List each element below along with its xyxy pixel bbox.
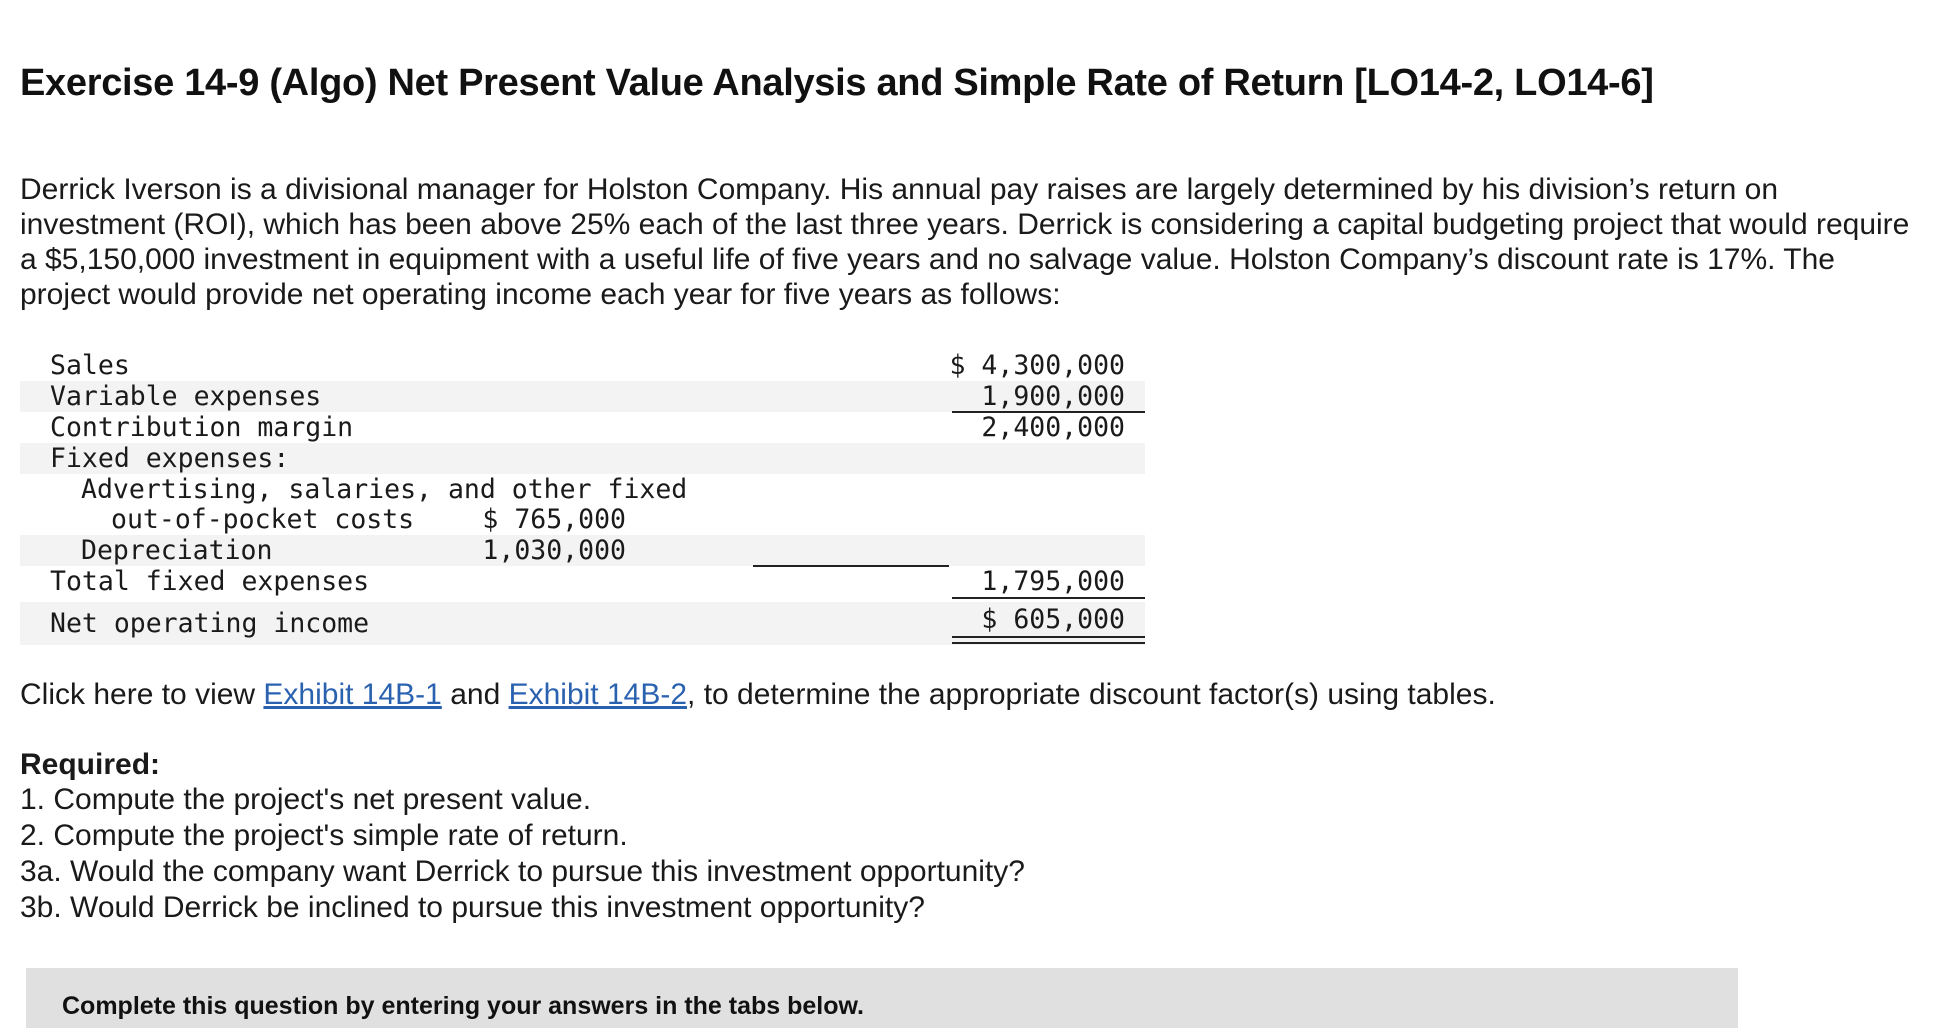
answer-instructions: Complete this question by entering your … — [62, 992, 864, 1020]
statement-row-advertising: Advertising, salaries, and other fixed — [20, 474, 1145, 505]
row-label: Total fixed expenses — [50, 566, 370, 597]
row-value: 1,795,000 — [981, 566, 1125, 597]
statement-row-variable-expenses: Variable expenses 1,900,000 — [20, 381, 1145, 412]
click-prefix: Click here to view — [20, 678, 264, 711]
click-suffix: , to determine the appropriate discount … — [687, 678, 1496, 711]
income-statement-table: Sales $ 4,300,000 Variable expenses 1,90… — [20, 350, 1145, 645]
row-value: 2,400,000 — [981, 412, 1125, 443]
required-heading: Required: — [20, 748, 161, 781]
required-item: 2. Compute the project's simple rate of … — [20, 819, 628, 852]
double-underline-bottom — [952, 642, 1145, 644]
row-label: Contribution margin — [50, 412, 354, 443]
row-label: Advertising, salaries, and other fixed — [81, 474, 688, 505]
row-value: $ 765,000 — [482, 504, 626, 535]
double-underline-top — [952, 636, 1145, 638]
exhibit-14b-2-link[interactable]: Exhibit 14B-2 — [508, 678, 688, 711]
required-item: 1. Compute the project's net present val… — [20, 783, 592, 816]
required-item: 3b. Would Derrick be inclined to pursue … — [20, 891, 925, 924]
required-item: 3a. Would the company want Derrick to pu… — [20, 855, 1025, 888]
row-value: 1,900,000 — [981, 381, 1125, 412]
row-value: 1,030,000 — [482, 535, 626, 566]
click-middle: and — [441, 678, 509, 711]
row-label: Depreciation — [81, 535, 273, 566]
underline-total-fixed — [952, 597, 1145, 599]
statement-row-net-operating-income: Net operating income $ 605,000 — [20, 602, 1145, 645]
underline-variable-expenses — [952, 411, 1145, 413]
page-title: Exercise 14-9 (Algo) Net Present Value A… — [20, 62, 1654, 104]
answer-tabs-panel: Complete this question by entering your … — [26, 968, 1738, 1028]
statement-row-fixed-expenses: Fixed expenses: — [20, 443, 1145, 474]
statement-row-sales: Sales $ 4,300,000 — [20, 350, 1145, 381]
exhibit-14b-1-link[interactable]: Exhibit 14B-1 — [263, 678, 442, 711]
required-list: 1. Compute the project's net present val… — [20, 782, 1025, 926]
row-label: Fixed expenses: — [50, 443, 290, 474]
problem-intro: Derrick Iverson is a divisional manager … — [20, 173, 1910, 311]
exhibit-links-line: Click here to view Exhibit 14B-1 and Exh… — [20, 678, 1496, 712]
row-value: $ 605,000 — [981, 604, 1125, 635]
row-label: Variable expenses — [50, 381, 322, 412]
row-label: Sales — [50, 350, 130, 381]
row-value: $ 4,300,000 — [949, 350, 1126, 381]
statement-row-total-fixed: Total fixed expenses 1,795,000 — [20, 566, 1145, 597]
row-label: out-of-pocket costs — [111, 504, 415, 535]
statement-row-out-of-pocket: out-of-pocket costs $ 765,000 — [20, 504, 1145, 535]
statement-row-depreciation: Depreciation 1,030,000 — [20, 535, 1145, 566]
underline-depreciation — [753, 565, 949, 567]
row-label: Net operating income — [50, 608, 370, 639]
statement-row-contribution-margin: Contribution margin 2,400,000 — [20, 412, 1145, 443]
